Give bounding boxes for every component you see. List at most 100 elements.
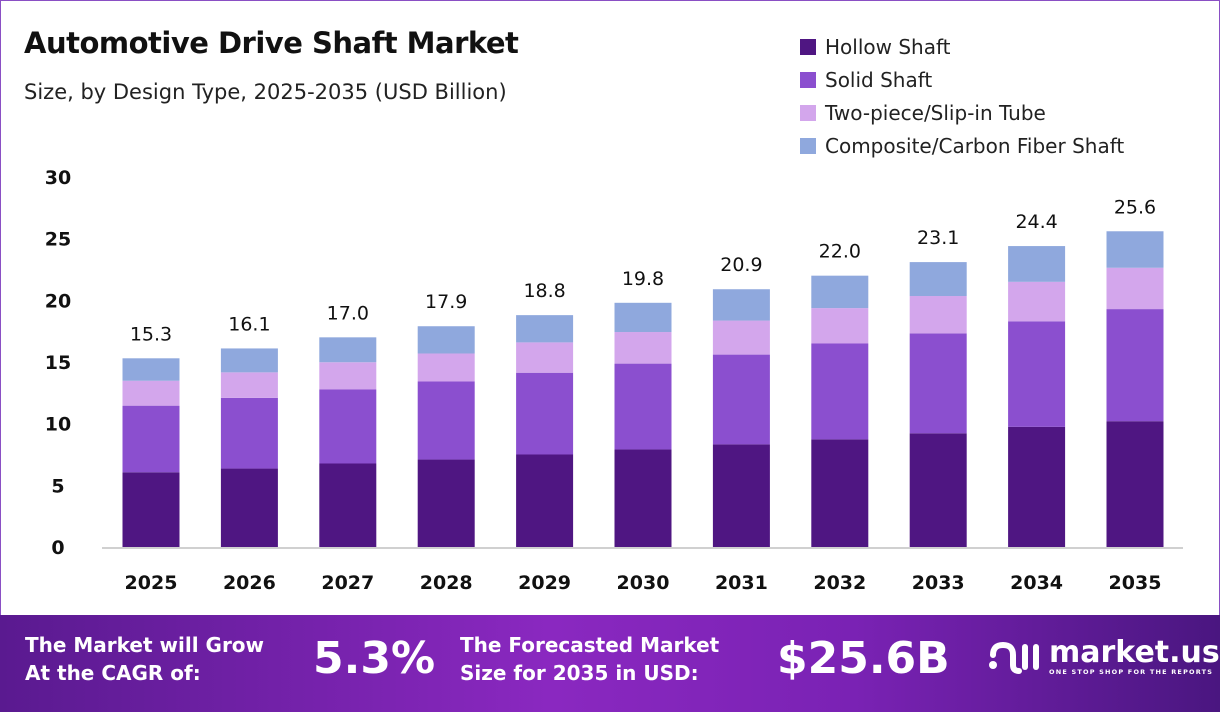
bar-segment — [614, 332, 672, 364]
bar-segment — [417, 326, 475, 354]
legend-label: Two-piece/Slip-in Tube — [825, 100, 1046, 125]
bar-segment — [220, 468, 278, 547]
y-tick-label: 20 — [45, 290, 71, 312]
bar-total-label: 17.9 — [425, 291, 467, 313]
bar-segment — [811, 275, 869, 309]
bar-segment — [417, 381, 475, 460]
bar-segment — [319, 337, 377, 363]
chart-title: Automotive Drive Shaft Market — [24, 26, 519, 60]
bar-segment — [909, 333, 967, 434]
x-tick-label: 2029 — [518, 572, 571, 594]
bar-segment — [1106, 309, 1164, 422]
x-tick-label: 2031 — [715, 572, 768, 594]
legend-item: Hollow Shaft — [800, 30, 1124, 63]
bar-segment — [712, 320, 770, 355]
bar-segment — [122, 380, 180, 406]
bar-segment — [1008, 281, 1066, 322]
bar-segment — [909, 296, 967, 334]
bar-segment — [1008, 321, 1066, 427]
legend-item: Composite/Carbon Fiber Shaft — [800, 129, 1124, 162]
x-tick-label: 2030 — [617, 572, 670, 594]
forecast-value: $25.6B — [777, 633, 950, 684]
bar-segment — [909, 262, 967, 297]
legend: Hollow Shaft Solid Shaft Two-piece/Slip-in… — [800, 30, 1124, 162]
x-tick-label: 2028 — [420, 572, 473, 594]
x-tick-label: 2033 — [912, 572, 965, 594]
market-us-logo: market.us ONE STOP SHOP FOR THE REPORTS — [985, 637, 1220, 677]
bar-segment — [220, 372, 278, 398]
bar-total-label: 20.9 — [720, 254, 762, 276]
y-tick-label: 25 — [45, 229, 71, 251]
bar-total-label: 22.0 — [819, 241, 861, 263]
bar-segment — [811, 343, 869, 440]
bar-segment — [614, 363, 672, 450]
bar-total-label: 23.1 — [917, 227, 959, 249]
chart-subtitle: Size, by Design Type, 2025-2035 (USD Bil… — [24, 80, 507, 104]
y-tick-label: 30 — [45, 167, 71, 189]
bar-segment — [417, 459, 475, 547]
legend-label: Composite/Carbon Fiber Shaft — [825, 133, 1125, 158]
y-tick-label: 5 — [51, 475, 64, 497]
legend-swatch — [800, 38, 816, 55]
stacked-bar-chart: 05101520253015.3202516.1202617.0202717.9… — [45, 167, 1183, 594]
bar-segment — [220, 397, 278, 469]
bar-segment — [122, 358, 180, 381]
bar-segment — [319, 463, 377, 547]
bar-segment — [417, 353, 475, 382]
x-tick-label: 2035 — [1109, 572, 1162, 594]
bar-segment — [1008, 426, 1066, 547]
bar-segment — [516, 315, 574, 343]
bar-total-label: 15.3 — [130, 323, 172, 345]
bar-segment — [516, 454, 574, 547]
cagr-value: 5.3% — [313, 633, 436, 684]
cagr-label-line1: The Market will Grow — [25, 633, 265, 657]
legend-swatch — [800, 104, 816, 121]
bar-total-label: 25.6 — [1114, 196, 1156, 218]
y-tick-label: 0 — [51, 537, 64, 559]
bar-total-label: 17.0 — [327, 302, 369, 324]
bar-segment — [614, 449, 672, 547]
bar-segment — [1106, 231, 1164, 268]
bar-segment — [712, 289, 770, 321]
logo-tagline: ONE STOP SHOP FOR THE REPORTS — [1049, 668, 1214, 676]
bar-segment — [220, 348, 278, 373]
cagr-label-line2: At the CAGR of: — [25, 661, 201, 685]
bar-segment — [122, 472, 180, 547]
summary-banner: The Market will Grow At the CAGR of: 5.3… — [0, 615, 1220, 712]
bar-segment — [1106, 267, 1164, 310]
bar-segment — [319, 362, 377, 390]
bar-segment — [1106, 421, 1164, 547]
y-tick-label: 10 — [45, 414, 71, 436]
bar-segment — [909, 433, 967, 547]
x-tick-label: 2026 — [223, 572, 276, 594]
legend-item: Solid Shaft — [800, 63, 1124, 96]
legend-label: Hollow Shaft — [825, 34, 951, 59]
bar-segment — [516, 342, 574, 373]
legend-swatch — [800, 137, 816, 154]
y-tick-label: 15 — [45, 352, 71, 374]
logo-icon — [989, 641, 1039, 674]
bar-segment — [811, 439, 869, 547]
legend-label: Solid Shaft — [825, 67, 933, 92]
x-tick-label: 2032 — [813, 572, 866, 594]
forecast-label: The Forecasted Market Size for 2035 in U… — [460, 631, 719, 687]
bar-segment — [712, 354, 770, 445]
bar-segment — [319, 389, 377, 464]
bar-total-label: 19.8 — [622, 268, 664, 290]
x-tick-label: 2025 — [125, 572, 178, 594]
bar-segment — [614, 302, 672, 333]
bar-segment — [712, 444, 770, 547]
bar-total-label: 16.1 — [228, 313, 270, 335]
legend-item: Two-piece/Slip-in Tube — [800, 96, 1124, 129]
forecast-label-line1: The Forecasted Market — [460, 633, 720, 657]
forecast-label-line2: Size for 2035 in USD: — [460, 661, 699, 685]
cagr-label: The Market will Grow At the CAGR of: — [25, 631, 264, 687]
bar-total-label: 18.8 — [523, 280, 565, 302]
bar-segment — [122, 405, 180, 473]
bar-segment — [1008, 246, 1066, 282]
legend-swatch — [800, 71, 816, 88]
x-tick-label: 2027 — [321, 572, 374, 594]
bar-total-label: 24.4 — [1015, 211, 1057, 233]
bar-segment — [516, 372, 574, 455]
logo-name: market.us — [1049, 635, 1220, 670]
